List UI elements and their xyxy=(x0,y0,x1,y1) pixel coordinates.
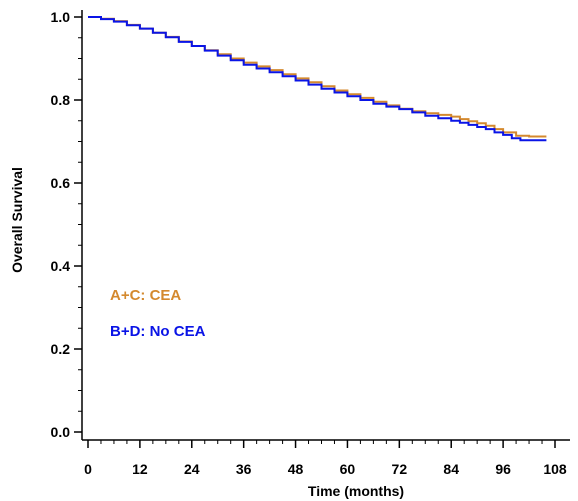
y-axis-title: Overall Survival xyxy=(9,167,25,273)
y-tick-label: 0.8 xyxy=(51,92,71,108)
y-tick-label: 0.6 xyxy=(51,175,71,191)
minor-ticks xyxy=(78,37,543,444)
y-tick-label: 1.0 xyxy=(51,9,71,25)
y-tick-label: 0.2 xyxy=(51,341,71,357)
x-axis-title: Time (months) xyxy=(308,483,404,499)
legend: A+C: CEA B+D: No CEA xyxy=(110,287,206,340)
tick-labels: 0 12 24 36 48 60 72 84 96 108 0.0 0.2 0.4 0.6 0.8 1.0 xyxy=(51,9,567,477)
x-tick-label: 72 xyxy=(392,461,408,477)
y-tick-label: 0.0 xyxy=(51,424,71,440)
x-tick-label: 84 xyxy=(443,461,459,477)
x-tick-label: 48 xyxy=(288,461,304,477)
x-tick-label: 96 xyxy=(495,461,511,477)
survival-curves xyxy=(88,16,547,142)
series-line-cea xyxy=(88,16,547,138)
axes xyxy=(81,10,570,441)
series-line-no-cea xyxy=(88,16,547,142)
legend-label-no-cea: B+D: No CEA xyxy=(110,323,206,340)
major-ticks xyxy=(74,16,556,448)
x-tick-label: 12 xyxy=(132,461,148,477)
y-tick-label: 0.4 xyxy=(51,258,71,274)
legend-label-cea: A+C: CEA xyxy=(110,287,181,304)
x-tick-label: 24 xyxy=(184,461,200,477)
x-tick-label: 60 xyxy=(340,461,356,477)
x-tick-label: 36 xyxy=(236,461,252,477)
x-tick-label: 0 xyxy=(84,461,92,477)
x-tick-label: 108 xyxy=(543,461,567,477)
